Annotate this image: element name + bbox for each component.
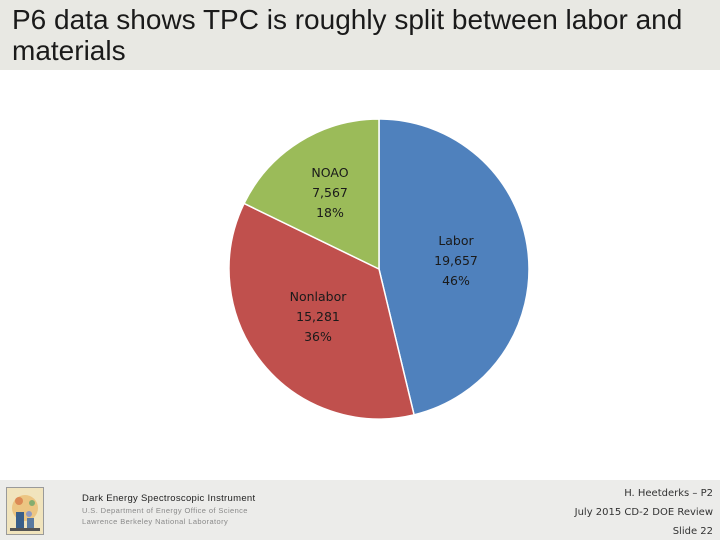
org-lab: Lawrence Berkeley National Laboratory — [82, 517, 229, 526]
slide-number: Slide 22 — [672, 526, 713, 537]
desi-logo-icon — [6, 487, 44, 535]
footer: Dark Energy Spectroscopic Instrument U.S… — [0, 480, 720, 540]
slice-label-noao: NOAO 7,567 18% — [311, 165, 348, 220]
pie-slice-noao — [243, 118, 380, 271]
slice-label-labor: Labor 19,657 46% — [434, 233, 478, 288]
pie-slice-nonlabor — [228, 202, 415, 420]
title-bar: P6 data shows TPC is roughly split betwe… — [0, 0, 720, 70]
review-label: July 2015 CD-2 DOE Review — [574, 507, 713, 518]
org-name: Dark Energy Spectroscopic Instrument — [82, 493, 256, 504]
author-label: H. Heetderks – P2 — [624, 488, 713, 499]
slide-title: P6 data shows TPC is roughly split betwe… — [12, 4, 683, 66]
slice-label-nonlabor: Nonlabor 15,281 36% — [290, 289, 348, 344]
org-agency: U.S. Department of Energy Office of Scie… — [82, 506, 248, 515]
pie-chart: Labor 19,657 46% Nonlabor 15,281 36% NOAO 7,567… — [228, 118, 530, 420]
pie-slice-labor — [378, 118, 530, 416]
